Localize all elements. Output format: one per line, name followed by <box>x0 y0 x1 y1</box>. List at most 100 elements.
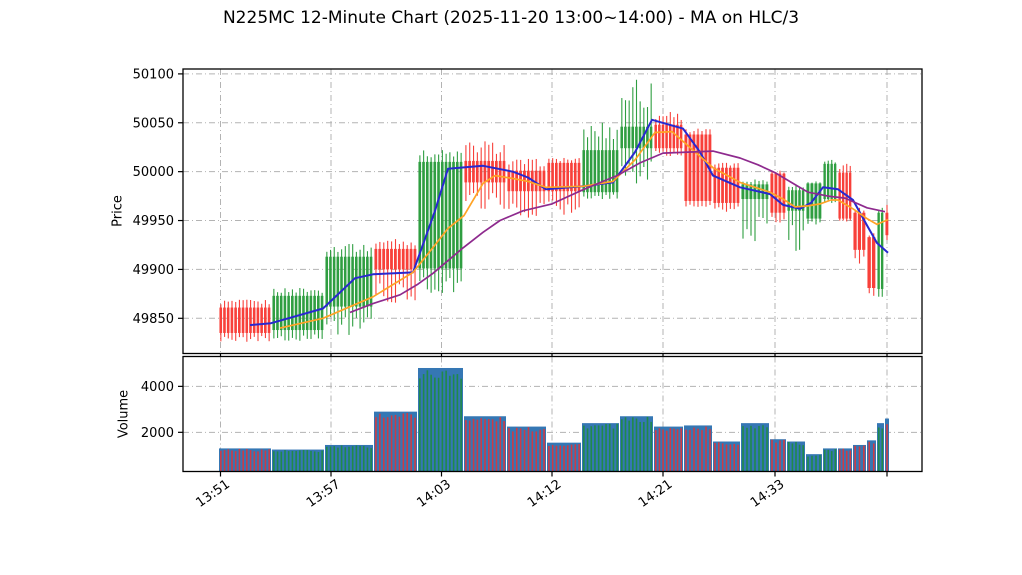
volume-bar-base <box>418 367 463 472</box>
candle-body <box>283 295 287 331</box>
candle-body <box>692 134 696 201</box>
candle-body <box>778 173 782 213</box>
candle-body <box>841 172 845 219</box>
candle-body <box>440 161 444 269</box>
candle-body <box>498 160 502 183</box>
candle-body <box>646 126 649 149</box>
candle-body <box>422 161 425 269</box>
candle-body <box>302 295 305 331</box>
candle-body <box>354 256 358 307</box>
volume-bar-base <box>654 426 683 472</box>
candle-body <box>551 162 554 192</box>
x-tick-label: 14:21 <box>636 477 675 511</box>
candle-body <box>287 295 290 331</box>
candle-body <box>397 248 401 270</box>
volume-bar <box>877 423 884 472</box>
x-tick-label: 14:33 <box>748 477 787 511</box>
candle-body <box>814 183 818 219</box>
candle-body <box>823 163 826 200</box>
candle-body <box>358 256 362 307</box>
candle <box>464 141 506 209</box>
candle-body <box>332 256 336 307</box>
candle <box>684 128 712 207</box>
candle-body <box>853 212 857 250</box>
candle <box>885 204 889 241</box>
candle-body <box>230 307 234 333</box>
candle <box>867 233 876 296</box>
candle-body <box>362 256 365 307</box>
x-tick-label: 13:51 <box>193 477 232 511</box>
candle-body <box>612 150 615 193</box>
x-tick-label: 14:03 <box>414 477 453 511</box>
candle-body <box>325 256 329 307</box>
candle-body <box>294 295 298 331</box>
candle-body <box>475 160 479 183</box>
candle <box>325 244 373 335</box>
candle-body <box>593 150 597 193</box>
candle-body <box>661 124 665 149</box>
candle-body <box>433 161 437 269</box>
volume-bar-base <box>272 449 324 472</box>
candle-body <box>502 160 506 183</box>
candle-body <box>562 162 566 192</box>
volume-bar <box>547 442 581 472</box>
candle-body <box>249 307 252 333</box>
candle-body <box>515 170 519 192</box>
candle-body <box>366 256 369 307</box>
candle-body <box>604 150 608 193</box>
candle-body <box>223 307 226 333</box>
candle-body <box>298 295 302 331</box>
volume-bar-base <box>823 448 837 472</box>
candle-body <box>437 161 440 269</box>
candle-body <box>867 237 871 288</box>
candle-body <box>862 212 866 250</box>
candle-body <box>885 212 889 236</box>
volume-bar <box>582 423 619 472</box>
candle-body <box>600 150 604 193</box>
candle-body <box>801 190 805 211</box>
candle-body <box>459 161 463 269</box>
candle-body <box>708 134 712 201</box>
volume-bar <box>885 418 889 472</box>
candle-body <box>668 124 672 149</box>
candle-body <box>848 172 852 219</box>
candle-body <box>252 307 256 333</box>
volume-bars <box>219 367 889 472</box>
candle-body <box>577 162 581 192</box>
candle-body <box>696 134 700 201</box>
ma-slow-purple <box>349 150 886 314</box>
candles <box>219 79 889 342</box>
candle-body <box>627 126 631 149</box>
candle-body <box>688 134 692 201</box>
candle-body <box>684 134 688 201</box>
candle-body <box>264 307 267 333</box>
candle-body <box>511 170 515 192</box>
candle-body <box>374 248 378 270</box>
candle-body <box>615 150 619 193</box>
candle-body <box>448 161 452 269</box>
candle-body <box>393 248 397 270</box>
candle <box>374 239 417 303</box>
candle-body <box>880 212 884 289</box>
candle-body <box>806 183 810 219</box>
candle-body <box>455 161 459 269</box>
candle <box>787 185 805 251</box>
candle-body <box>429 161 433 269</box>
candle-body <box>279 295 283 331</box>
candle-body <box>369 256 373 307</box>
candle-body <box>382 248 386 270</box>
ma-fast-blue <box>249 118 889 327</box>
candle-body <box>774 173 778 213</box>
candle-body <box>728 167 732 203</box>
candle-body <box>679 124 683 149</box>
candle-body <box>631 126 635 149</box>
ma-mid-orange <box>279 130 889 329</box>
volume-bar <box>374 411 417 472</box>
candle-body <box>745 184 749 200</box>
candle-body <box>658 124 661 149</box>
volume-bar <box>219 448 271 472</box>
candle-body <box>542 170 546 192</box>
candle-body <box>320 295 324 331</box>
volume-bar-base <box>838 448 852 472</box>
